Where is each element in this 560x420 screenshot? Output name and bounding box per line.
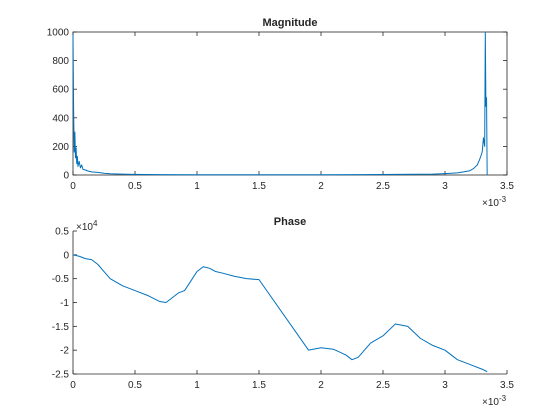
magnitude-x-tick-label: 1.5 — [252, 181, 266, 192]
magnitude-x-tick-label: 2 — [318, 181, 324, 192]
magnitude-y-tick-label: 400 — [52, 113, 69, 124]
magnitude-y-tick-label: 1000 — [47, 28, 70, 39]
magnitude-x-tick-label: 2.5 — [376, 181, 390, 192]
magnitude-y-tick-label: 200 — [52, 142, 69, 153]
magnitude-x-tick-label: 0 — [70, 181, 76, 192]
phase-y-tick-label: -1.5 — [52, 322, 70, 333]
phase-title: Phase — [274, 216, 306, 228]
phase-y-tick-label: 0.5 — [55, 227, 69, 238]
magnitude-y-tick-label: 0 — [63, 171, 69, 182]
magnitude-x-tick-label: 1 — [194, 181, 200, 192]
phase-axes: Phase 0 0.5 1 1.5 2 2.5 3 3.5 0.5 0 -0.5 -1 -1.5 -2 -2… — [52, 216, 515, 408]
phase-x-tick-label: 2 — [318, 380, 324, 391]
magnitude-x-exponent: ×10-3 — [482, 195, 507, 209]
magnitude-y-tick-label: 600 — [52, 85, 69, 96]
phase-x-tick-label: 3 — [442, 380, 448, 391]
phase-x-tick-label: 1.5 — [252, 380, 266, 391]
phase-y-tick-label: 0 — [63, 250, 69, 261]
phase-y-tick-label: -2 — [60, 346, 69, 357]
magnitude-axes: Magnitude 0 0.5 1 1.5 2 2.5 3 3.5 0 200 400 600 800 1… — [47, 17, 515, 209]
magnitude-title: Magnitude — [263, 17, 318, 29]
phase-x-tick-label: 3.5 — [500, 380, 514, 391]
magnitude-series-line — [72, 31, 488, 176]
phase-ticks: 0 0.5 1 1.5 2 2.5 3 3.5 0.5 0 -0.5 -1 -1.5 -2 -2.5 — [52, 227, 515, 392]
magnitude-y-tick-label: 800 — [52, 56, 69, 67]
phase-x-tick-label: 0 — [70, 380, 76, 391]
phase-y-tick-label: -0.5 — [52, 274, 70, 285]
phase-x-tick-label: 2.5 — [376, 380, 390, 391]
phase-x-exponent: ×10-3 — [482, 394, 507, 408]
phase-series-line — [72, 254, 488, 373]
phase-y-tick-label: -2.5 — [52, 370, 70, 381]
phase-y-tick-label: -1 — [60, 298, 69, 309]
magnitude-x-tick-label: 3 — [442, 181, 448, 192]
phase-y-exponent: ×104 — [76, 219, 98, 233]
phase-x-tick-label: 1 — [194, 380, 200, 391]
magnitude-x-tick-label: 0.5 — [128, 181, 142, 192]
magnitude-x-tick-label: 3.5 — [500, 181, 514, 192]
phase-x-tick-label: 0.5 — [128, 380, 142, 391]
